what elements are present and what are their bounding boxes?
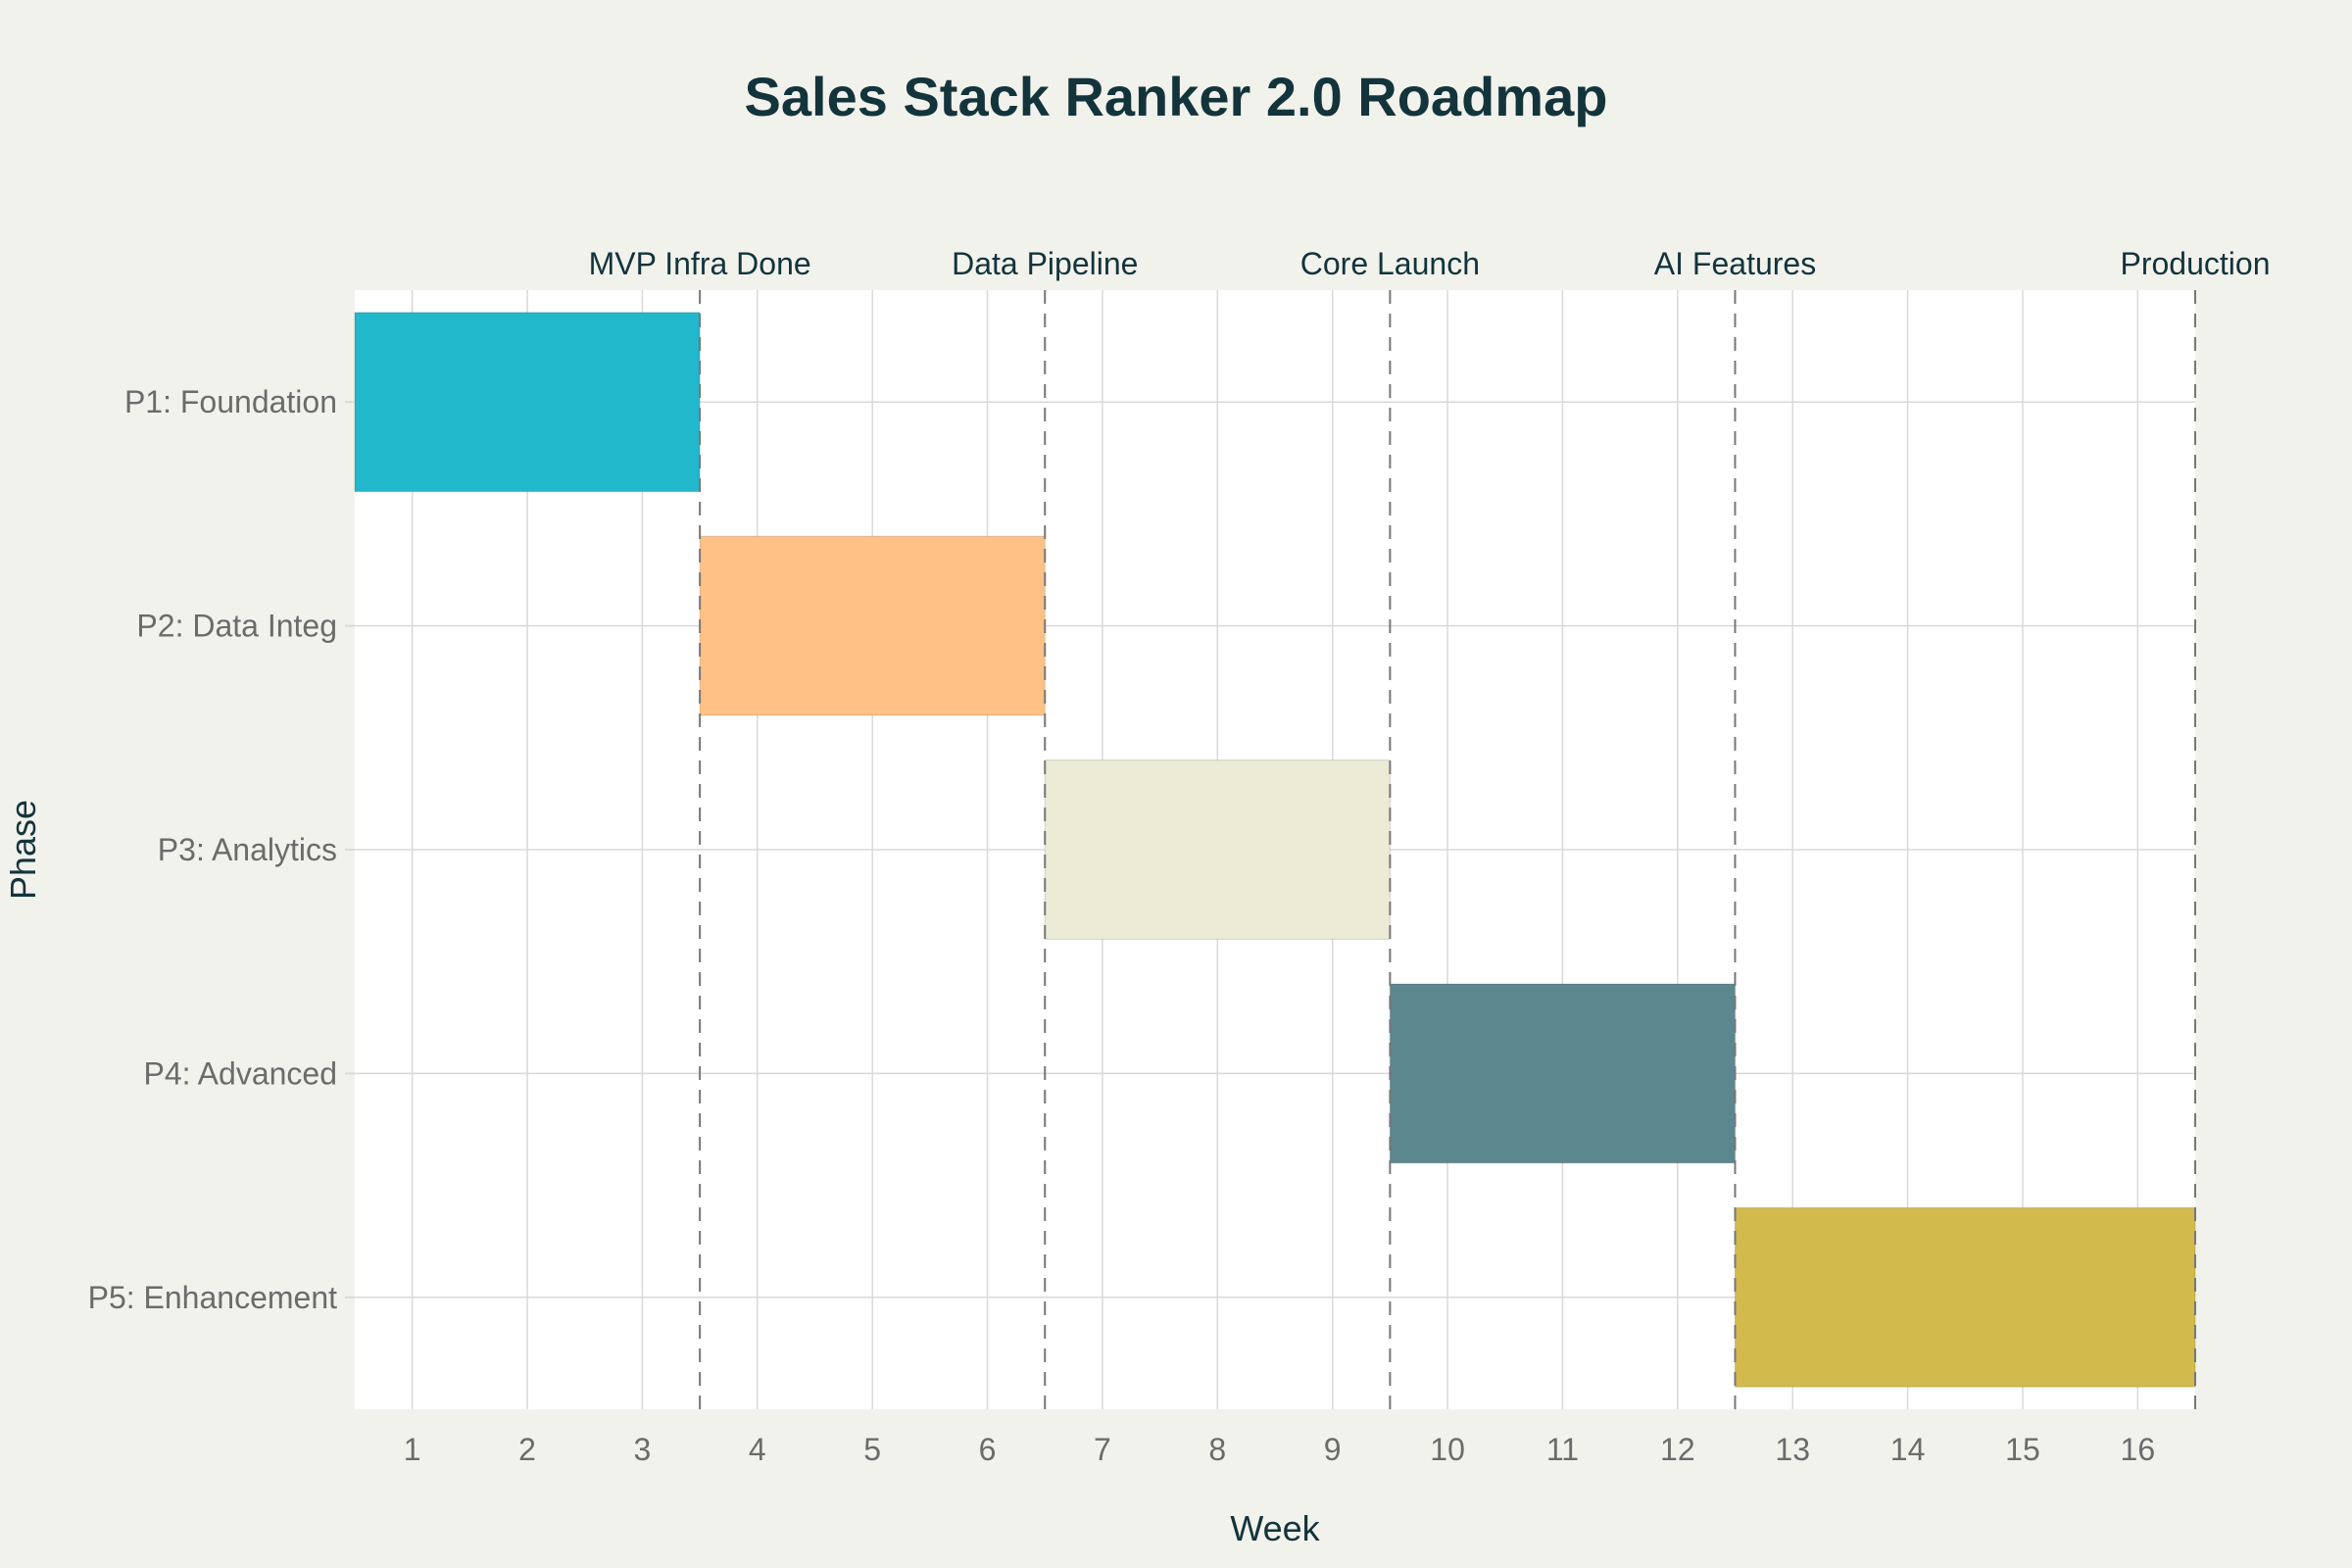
y-tick-labels: P1: Foundation P2: Data Integ P3: Analytic… xyxy=(88,384,355,1315)
y-tick-label: P2: Data Integ xyxy=(136,609,337,644)
x-tick-label: 2 xyxy=(518,1432,536,1467)
milestone-label: Data Pipeline xyxy=(952,246,1138,281)
x-tick-label: 16 xyxy=(2121,1432,2156,1467)
phase-bar xyxy=(1389,983,1736,1164)
x-tick-label: 1 xyxy=(404,1432,421,1467)
phase-bar xyxy=(354,312,701,493)
x-tick-labels: 1 2 3 4 5 6 7 8 9 10 11 12 13 14 15 16 xyxy=(404,1432,2155,1467)
x-tick-label: 9 xyxy=(1324,1432,1342,1467)
x-tick-label: 3 xyxy=(634,1432,652,1467)
y-tick-label: P3: Analytics xyxy=(158,832,337,867)
x-tick-label: 4 xyxy=(749,1432,766,1467)
x-tick-label: 15 xyxy=(2005,1432,2040,1467)
milestone-lines: MVP Infra Done Data Pipeline Core Launch AI… xyxy=(589,246,2271,1409)
x-axis-label: Week xyxy=(1230,1508,1320,1548)
x-tick-label: 8 xyxy=(1208,1432,1226,1467)
y-tick-label: P4: Advanced xyxy=(144,1055,337,1091)
phase-bar xyxy=(1735,1206,2196,1388)
phase-bar xyxy=(699,535,1046,716)
milestone-label: AI Features xyxy=(1654,246,1816,281)
x-tick-label: 11 xyxy=(1546,1432,1579,1467)
chart-title: Sales Stack Ranker 2.0 Roadmap xyxy=(745,66,1608,127)
y-tick-label: P5: Enhancement xyxy=(88,1280,338,1315)
y-axis-label: Phase xyxy=(3,800,43,900)
x-tick-label: 14 xyxy=(1890,1432,1926,1467)
milestone-label: Core Launch xyxy=(1300,246,1480,281)
x-tick-label: 5 xyxy=(863,1432,881,1467)
phase-bars xyxy=(354,312,2196,1388)
milestone-label: Production xyxy=(2121,246,2271,281)
milestone-label: MVP Infra Done xyxy=(589,246,811,281)
x-tick-label: 12 xyxy=(1660,1432,1695,1467)
y-tick-label: P1: Foundation xyxy=(124,384,337,419)
phase-bar xyxy=(1044,760,1391,940)
x-tick-label: 6 xyxy=(979,1432,997,1467)
x-tick-label: 13 xyxy=(1775,1432,1810,1467)
x-tick-label: 7 xyxy=(1094,1432,1111,1467)
x-tick-label: 10 xyxy=(1430,1432,1465,1467)
